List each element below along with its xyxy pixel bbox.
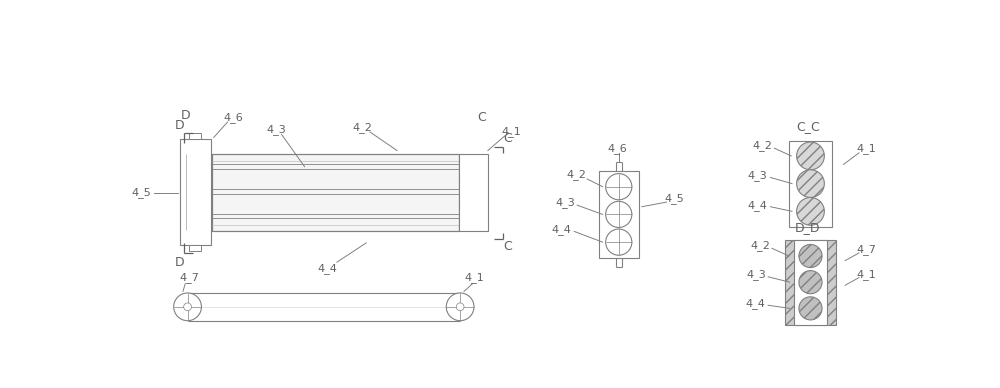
- Text: C: C: [504, 240, 512, 253]
- Text: 4_2: 4_2: [566, 169, 586, 180]
- Text: 4_1: 4_1: [857, 269, 877, 280]
- Circle shape: [797, 142, 824, 170]
- Circle shape: [184, 303, 191, 311]
- Text: 4_7: 4_7: [179, 272, 199, 283]
- Bar: [789, 140, 832, 227]
- Text: D: D: [175, 119, 185, 132]
- Circle shape: [606, 229, 632, 255]
- Text: C_C: C_C: [796, 120, 820, 133]
- Text: D: D: [175, 256, 185, 268]
- Circle shape: [446, 293, 474, 320]
- Bar: [212, 154, 459, 231]
- Text: 4_3: 4_3: [266, 124, 286, 135]
- Text: 4_6: 4_6: [607, 143, 627, 154]
- Text: 4_4: 4_4: [746, 298, 766, 309]
- Text: D: D: [180, 109, 190, 122]
- Text: 4_2: 4_2: [751, 240, 770, 251]
- Bar: [180, 139, 211, 245]
- Text: C: C: [504, 132, 512, 146]
- Circle shape: [456, 303, 464, 311]
- Text: D_D: D_D: [795, 221, 820, 234]
- Text: 4_2: 4_2: [753, 140, 773, 151]
- Bar: [459, 154, 488, 231]
- Text: 4_1: 4_1: [464, 272, 484, 283]
- Text: 4_1: 4_1: [857, 144, 877, 154]
- Text: 4_5: 4_5: [131, 187, 151, 198]
- Bar: [189, 133, 201, 139]
- Circle shape: [797, 170, 824, 197]
- Text: 4_6: 4_6: [223, 112, 243, 123]
- Text: 4_3: 4_3: [746, 269, 766, 280]
- Bar: [189, 245, 201, 251]
- Text: 4_1: 4_1: [501, 126, 521, 137]
- Bar: [785, 240, 836, 324]
- Text: 4_2: 4_2: [352, 122, 372, 133]
- Circle shape: [174, 293, 201, 320]
- Text: 4_4: 4_4: [551, 224, 571, 235]
- Circle shape: [799, 244, 822, 268]
- Text: 4_3: 4_3: [555, 197, 575, 208]
- Text: 4_3: 4_3: [747, 170, 767, 181]
- Bar: [599, 171, 639, 258]
- Text: 4_5: 4_5: [664, 194, 684, 204]
- Text: 4_7: 4_7: [857, 244, 877, 255]
- Circle shape: [799, 271, 822, 294]
- Bar: [794, 240, 827, 324]
- Text: C: C: [477, 111, 486, 124]
- Circle shape: [797, 197, 824, 225]
- Text: 4_4: 4_4: [318, 263, 338, 274]
- Circle shape: [799, 297, 822, 320]
- Text: 4_4: 4_4: [747, 200, 767, 211]
- Circle shape: [606, 173, 632, 200]
- Circle shape: [606, 201, 632, 227]
